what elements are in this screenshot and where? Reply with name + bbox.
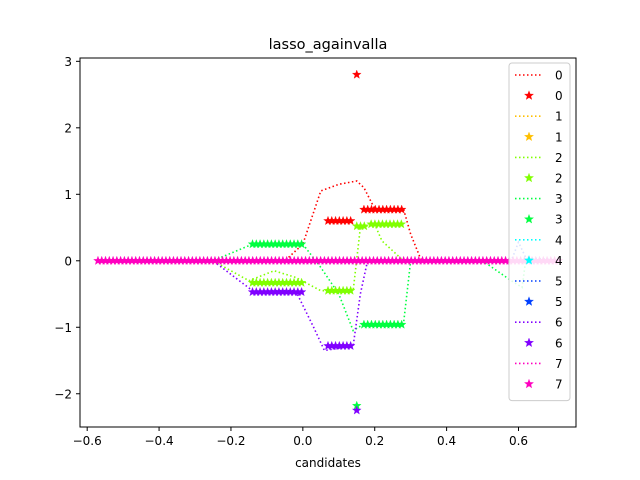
legend-label: 6 bbox=[555, 316, 563, 330]
y-axis-ticks: −2 −1 0 1 2 3 bbox=[54, 55, 80, 401]
y-tick-label: 3 bbox=[64, 55, 72, 69]
plot-area bbox=[80, 58, 576, 427]
legend-label: 4 bbox=[555, 254, 563, 268]
legend: 0 0 1 1 2 2 3 3 4 4 5 5 6 6 7 7 bbox=[508, 62, 571, 402]
x-tick-label: 0.4 bbox=[437, 434, 456, 448]
x-axis-ticks: −0.6 −0.4 −0.2 0.0 0.2 0.4 0.6 bbox=[73, 427, 528, 448]
legend-label: 0 bbox=[555, 69, 563, 83]
star-marker-2 bbox=[345, 285, 356, 295]
legend-label: 5 bbox=[555, 275, 563, 289]
axes-frame bbox=[79, 57, 577, 428]
legend-label: 1 bbox=[555, 110, 563, 124]
y-tick-label: 1 bbox=[64, 188, 72, 202]
x-tick-label: −0.2 bbox=[216, 434, 245, 448]
star-marker-2 bbox=[359, 221, 370, 231]
x-tick-label: −0.6 bbox=[73, 434, 102, 448]
legend-label: 2 bbox=[555, 151, 563, 165]
legend-star-swatch bbox=[524, 131, 534, 142]
star-marker-2 bbox=[396, 219, 407, 229]
legend-label: 7 bbox=[555, 378, 563, 392]
x-tick-label: 0.0 bbox=[293, 434, 312, 448]
star-marker-0 bbox=[351, 69, 362, 79]
x-tick-label: 0.2 bbox=[365, 434, 384, 448]
x-tick-label: 0.6 bbox=[509, 434, 528, 448]
legend-star-swatch bbox=[524, 172, 534, 183]
legend-label: 7 bbox=[555, 357, 563, 371]
legend-star-swatch bbox=[524, 378, 534, 389]
legend-label: 4 bbox=[555, 233, 563, 247]
series-line-2 bbox=[97, 223, 562, 292]
star-marker-6 bbox=[296, 287, 307, 297]
star-marker-0 bbox=[396, 204, 407, 214]
y-tick-label: −1 bbox=[54, 321, 72, 335]
legend-star-swatch bbox=[524, 296, 534, 306]
legend-star-swatch bbox=[524, 255, 534, 265]
star-marker-6 bbox=[345, 340, 356, 350]
legend-frame bbox=[508, 62, 571, 402]
legend-label: 6 bbox=[555, 336, 563, 350]
legend-label: 3 bbox=[555, 192, 563, 206]
y-tick-label: 0 bbox=[64, 254, 72, 268]
legend-star-swatch bbox=[524, 337, 534, 348]
star-marker-3 bbox=[296, 239, 307, 249]
legend-label: 5 bbox=[555, 295, 563, 309]
star-marker-3 bbox=[396, 319, 407, 329]
star-marker-6 bbox=[351, 405, 362, 415]
legend-star-swatch bbox=[524, 213, 534, 224]
star-marker-0 bbox=[345, 215, 356, 225]
star-marker-2 bbox=[296, 277, 307, 287]
legend-label: 2 bbox=[555, 172, 563, 186]
legend-label: 0 bbox=[555, 89, 563, 103]
y-tick-label: 2 bbox=[64, 121, 72, 135]
legend-label: 1 bbox=[555, 130, 563, 144]
legend-star-swatch bbox=[524, 90, 534, 100]
x-axis-label: candidates bbox=[295, 456, 361, 470]
chart-title: lasso_againvalla bbox=[269, 37, 388, 53]
x-tick-label: −0.4 bbox=[145, 434, 174, 448]
legend-label: 3 bbox=[555, 213, 563, 227]
y-tick-label: −2 bbox=[54, 387, 72, 401]
series-line-6 bbox=[97, 259, 562, 352]
